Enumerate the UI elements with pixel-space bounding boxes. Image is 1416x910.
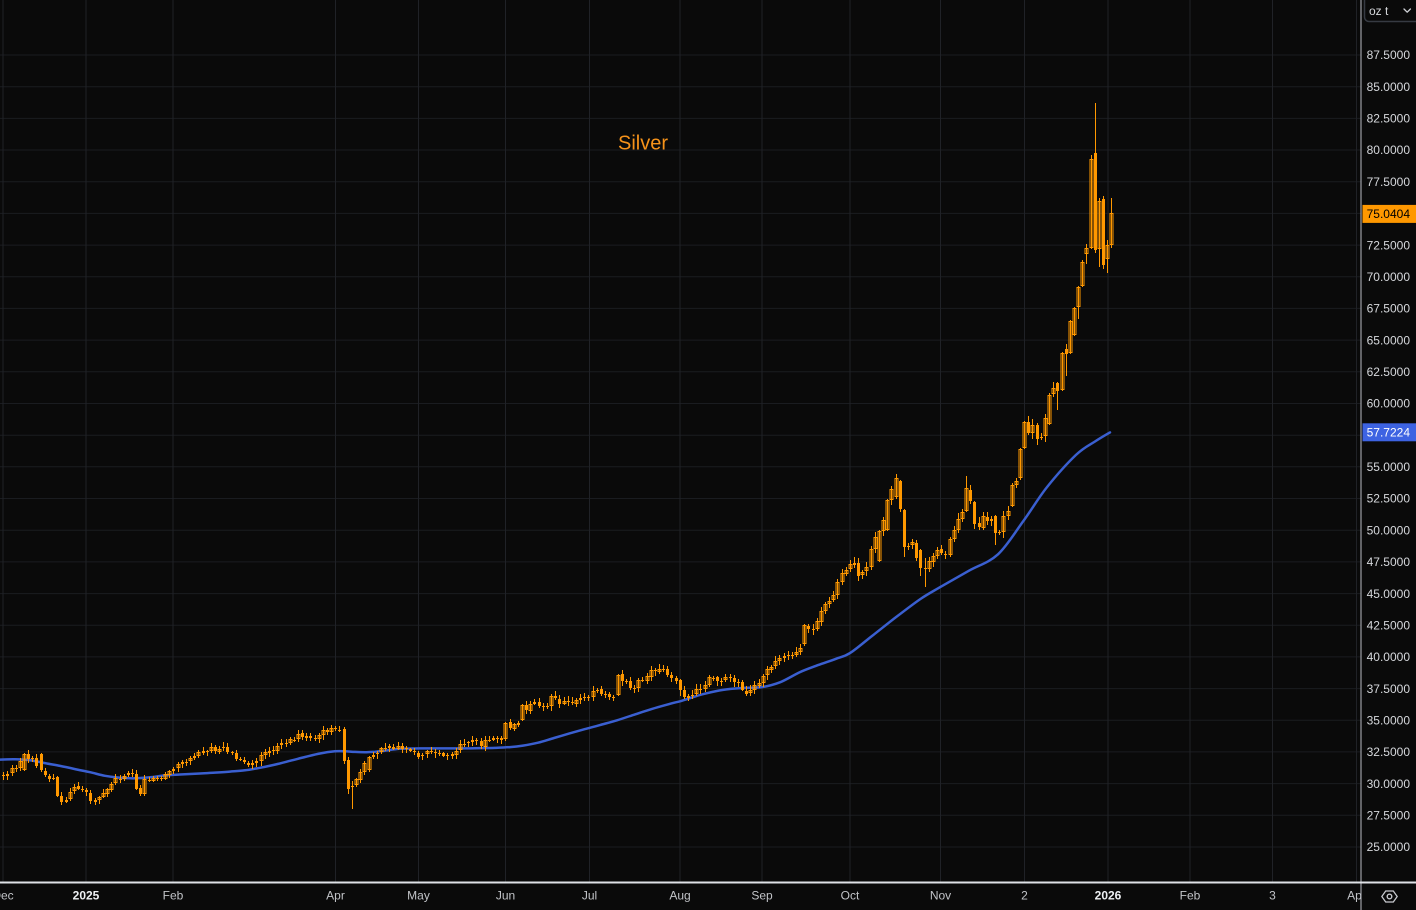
svg-text:32.5000: 32.5000 (1367, 745, 1411, 759)
svg-text:62.5000: 62.5000 (1367, 365, 1411, 379)
svg-text:47.5000: 47.5000 (1367, 555, 1411, 569)
svg-text:oz t: oz t (1369, 4, 1389, 18)
svg-text:80.0000: 80.0000 (1367, 143, 1411, 157)
svg-text:72.5000: 72.5000 (1367, 238, 1411, 252)
svg-text:65.0000: 65.0000 (1367, 333, 1411, 347)
svg-text:35.0000: 35.0000 (1367, 714, 1411, 728)
svg-text:40.0000: 40.0000 (1367, 650, 1411, 664)
svg-text:May: May (407, 889, 430, 903)
svg-text:Oct: Oct (841, 889, 860, 903)
svg-text:45.0000: 45.0000 (1367, 587, 1411, 601)
svg-text:Feb: Feb (163, 889, 184, 903)
svg-text:3: 3 (1269, 889, 1276, 903)
svg-text:52.5000: 52.5000 (1367, 492, 1411, 506)
svg-text:Feb: Feb (1180, 889, 1201, 903)
svg-text:27.5000: 27.5000 (1367, 809, 1411, 823)
svg-text:Nov: Nov (930, 889, 951, 903)
svg-text:50.0000: 50.0000 (1367, 523, 1411, 537)
svg-text:2026: 2026 (1095, 889, 1122, 903)
svg-text:87.5000: 87.5000 (1367, 48, 1411, 62)
svg-text:2: 2 (1021, 889, 1028, 903)
svg-text:Aug: Aug (669, 889, 690, 903)
svg-text:42.5000: 42.5000 (1367, 618, 1411, 632)
svg-text:2025: 2025 (73, 889, 100, 903)
svg-text:70.0000: 70.0000 (1367, 270, 1411, 284)
svg-text:57.7224: 57.7224 (1367, 426, 1411, 440)
svg-text:77.5000: 77.5000 (1367, 175, 1411, 189)
svg-text:Jun: Jun (496, 889, 515, 903)
svg-text:85.0000: 85.0000 (1367, 80, 1411, 94)
svg-text:30.0000: 30.0000 (1367, 777, 1411, 791)
svg-text:Sep: Sep (751, 889, 773, 903)
svg-text:67.5000: 67.5000 (1367, 302, 1411, 316)
svg-text:37.5000: 37.5000 (1367, 682, 1411, 696)
svg-text:75.0404: 75.0404 (1367, 207, 1411, 221)
svg-text:Silver: Silver (618, 133, 668, 155)
svg-text:82.5000: 82.5000 (1367, 112, 1411, 126)
svg-text:25.0000: 25.0000 (1367, 840, 1411, 854)
svg-text:Apr: Apr (326, 889, 345, 903)
svg-text:Dec: Dec (0, 889, 14, 903)
svg-text:Jul: Jul (582, 889, 597, 903)
svg-text:60.0000: 60.0000 (1367, 397, 1411, 411)
svg-text:55.0000: 55.0000 (1367, 460, 1411, 474)
